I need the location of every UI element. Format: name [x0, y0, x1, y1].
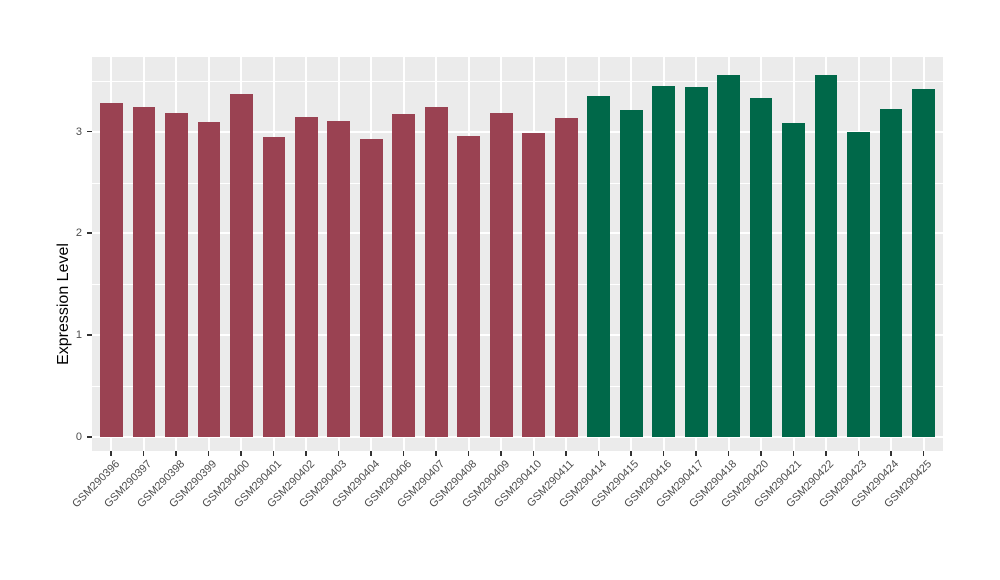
- bar: [554, 118, 578, 437]
- x-tick: [922, 451, 924, 456]
- bar: [587, 95, 611, 437]
- bar: [295, 117, 318, 437]
- bar: [912, 88, 935, 437]
- x-tick: [337, 451, 340, 456]
- gridline-minor-h: [92, 182, 943, 184]
- x-tick: [305, 451, 307, 456]
- bar: [814, 74, 838, 437]
- x-tick: [370, 451, 372, 456]
- x-tick: [597, 451, 600, 456]
- bar: [879, 109, 903, 437]
- y-axis-title: Expression Level: [55, 243, 72, 365]
- y-tick-label: 0: [75, 431, 82, 443]
- y-tick: [87, 436, 92, 438]
- bar: [327, 121, 351, 437]
- bar: [230, 93, 253, 437]
- bar: [197, 122, 221, 437]
- x-tick: [695, 451, 697, 456]
- gridline-major-h: [92, 334, 943, 337]
- y-tick: [87, 334, 92, 336]
- y-tick: [87, 232, 92, 234]
- bar: [100, 103, 123, 437]
- x-tick: [467, 451, 470, 456]
- x-tick: [792, 451, 795, 456]
- bar: [717, 74, 740, 437]
- y-tick: [87, 130, 92, 133]
- bar: [619, 110, 643, 437]
- x-tick: [857, 451, 860, 456]
- bar: [489, 113, 513, 437]
- x-tick: [760, 451, 762, 456]
- y-tick-label: 1: [75, 329, 82, 342]
- x-tick: [240, 451, 242, 456]
- gridline-major-h: [92, 130, 943, 133]
- bar: [165, 113, 188, 437]
- x-tick: [272, 451, 275, 456]
- bar: [847, 131, 870, 437]
- gridline-major-h: [92, 232, 943, 235]
- bar: [359, 138, 383, 437]
- gridline-major-h: [92, 436, 943, 438]
- x-tick: [532, 451, 535, 456]
- bar: [749, 98, 773, 437]
- bar: [684, 86, 708, 437]
- bar: [132, 107, 156, 437]
- x-tick: [435, 451, 437, 456]
- bar: [782, 123, 805, 437]
- gridline-minor-h: [92, 80, 943, 82]
- x-tick: [175, 451, 177, 456]
- bar: [522, 132, 546, 437]
- gridline-minor-h: [92, 284, 943, 286]
- x-tick: [110, 451, 112, 456]
- plot-panel: [92, 57, 943, 451]
- bar: [424, 107, 448, 437]
- y-tick-label: 2: [75, 227, 82, 240]
- x-tick: [630, 451, 632, 456]
- gridline-minor-h: [92, 386, 943, 388]
- x-tick: [500, 451, 502, 456]
- x-tick: [825, 451, 827, 456]
- x-tick: [890, 451, 892, 456]
- x-tick: [662, 451, 665, 456]
- x-tick: [402, 451, 405, 456]
- x-tick: [207, 451, 210, 456]
- bar: [652, 85, 676, 437]
- x-tick: [142, 451, 145, 456]
- x-tick: [565, 451, 567, 456]
- bar: [457, 135, 481, 437]
- x-tick: [727, 451, 730, 456]
- y-tick-label: 3: [75, 125, 82, 138]
- bar: [262, 136, 286, 437]
- bar: [392, 114, 416, 437]
